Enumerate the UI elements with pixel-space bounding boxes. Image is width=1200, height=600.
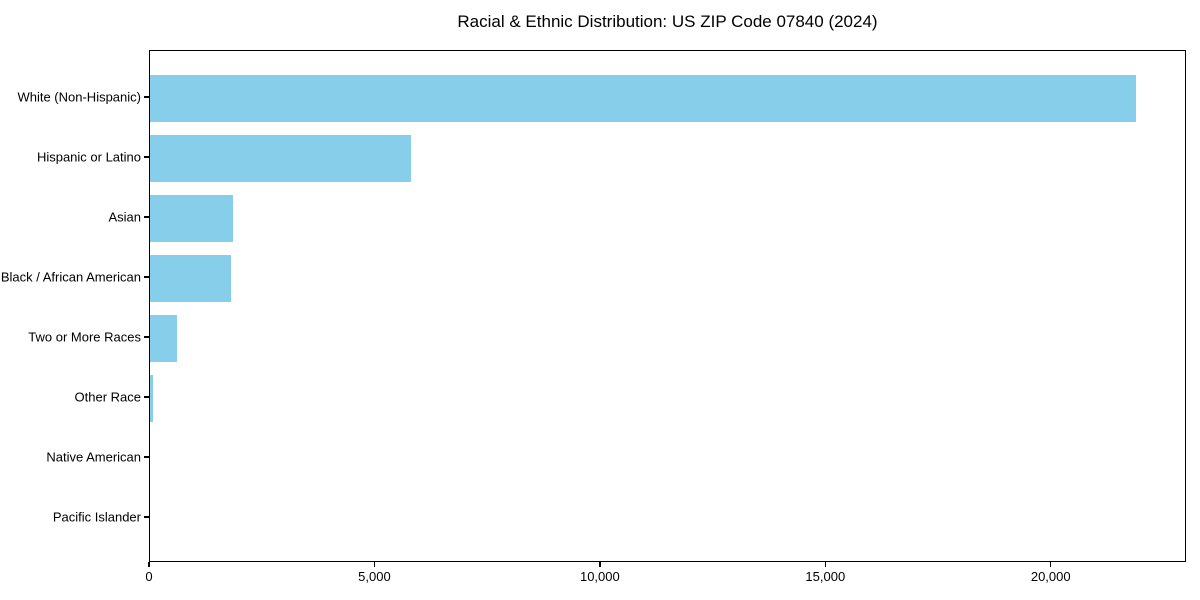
bar-other-race [150, 374, 154, 422]
y-tick-mark [144, 456, 149, 458]
bar-black-african-american [150, 254, 231, 302]
bar-row [150, 248, 1185, 308]
x-tick-label: 20,000 [1030, 569, 1071, 584]
y-tick-label: White (Non-Hispanic) [17, 89, 141, 105]
y-tick-mark [144, 336, 149, 338]
bar-row [150, 428, 1185, 488]
x-tick-mark [148, 562, 150, 567]
bar-row [150, 308, 1185, 368]
x-tick-mark [1049, 562, 1052, 567]
y-tick-mark [144, 96, 149, 98]
y-tick-label: Asian [108, 209, 141, 225]
y-tick-label: Black / African American [0, 269, 141, 285]
y-tick-mark [144, 516, 149, 518]
y-tick-mark [144, 216, 149, 218]
bar-row [150, 488, 1185, 548]
x-tick-mark [824, 562, 827, 567]
y-tick-label: Hispanic or Latino [36, 149, 141, 165]
y-tick-mark [144, 276, 149, 278]
y-tick-label: Pacific Islander [52, 509, 141, 525]
chart-title: Racial & Ethnic Distribution: US ZIP Cod… [457, 12, 878, 31]
x-tick-mark [373, 562, 376, 567]
bar-row [150, 368, 1185, 428]
bar-white-non-hispanic [150, 74, 1136, 122]
plot-area [149, 50, 1186, 562]
y-tick-label: Native American [46, 449, 141, 465]
y-tick-mark [144, 396, 149, 398]
bar-asian [150, 194, 234, 242]
bar-two-or-more-races [150, 314, 177, 362]
y-tick-label: Other Race [74, 389, 141, 405]
x-tick-label: 5,000 [358, 569, 391, 584]
bar-row [150, 128, 1185, 188]
x-tick-label: 10,000 [579, 569, 620, 584]
x-tick-label: 15,000 [805, 569, 846, 584]
x-tick-mark [599, 562, 601, 567]
bar-rows [150, 68, 1185, 548]
bar-row [150, 68, 1185, 128]
y-tick-label: Two or More Races [28, 329, 141, 345]
x-tick-label: 0 [145, 569, 153, 584]
bar-hispanic-or-latino [150, 134, 411, 182]
bar-row [150, 188, 1185, 248]
y-tick-mark [144, 156, 149, 158]
